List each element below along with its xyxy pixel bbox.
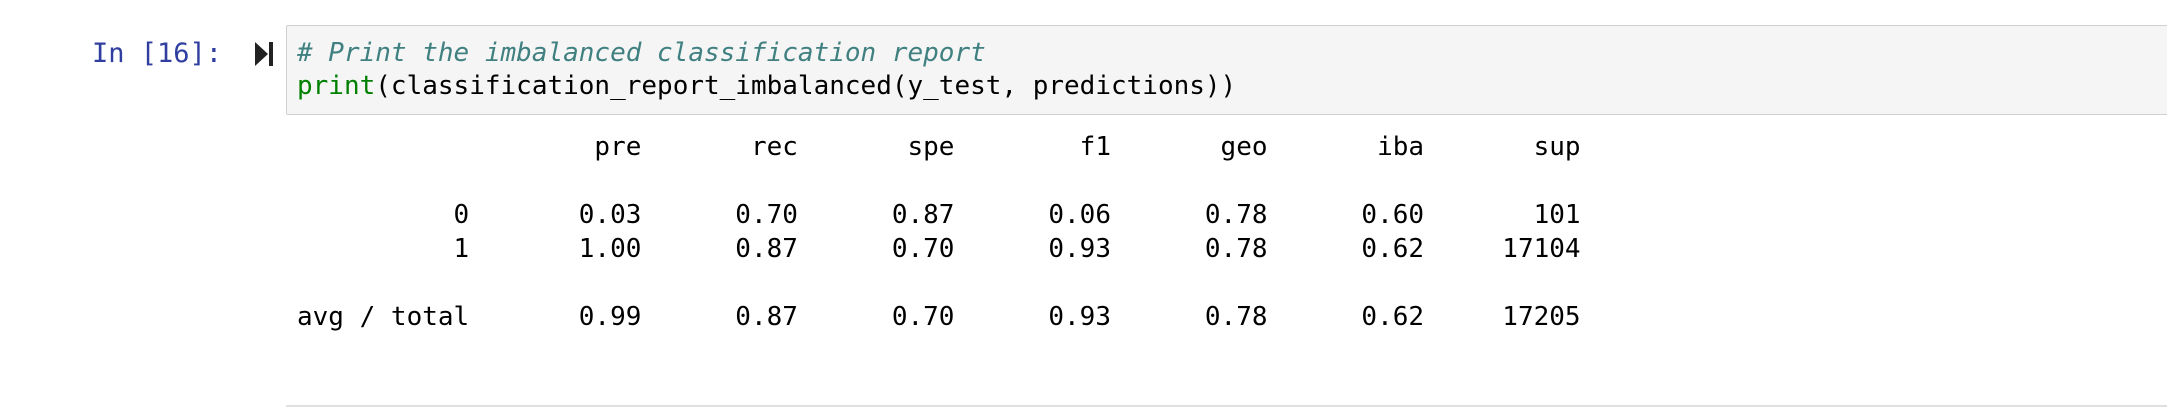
next-cell-border [286,405,2167,407]
output-line-class-0: 0 0.03 0.70 0.87 0.06 0.78 0.60 101 [297,200,1581,230]
run-cell-icon[interactable] [254,40,274,68]
code-line-2: print(classification_report_imbalanced(y… [297,69,1236,103]
code-comment: # Print the imbalanced classification re… [297,38,986,68]
output-line-header: pre rec spe f1 geo iba sup [297,132,1581,162]
code-call: (classification_report_imbalanced(y_test… [375,71,1237,101]
code-line-1: # Print the imbalanced classification re… [297,36,986,70]
code-cell-input[interactable]: # Print the imbalanced classification re… [286,25,2167,115]
output-line-total: avg / total 0.99 0.87 0.70 0.93 0.78 0.6… [297,302,1581,332]
code-builtin-print: print [297,71,376,101]
cell-output: pre rec spe f1 geo iba sup 0 0.03 0.70 0… [297,130,1797,350]
output-line-class-1: 1 1.00 0.87 0.70 0.93 0.78 0.62 17104 [297,234,1581,264]
output-text: pre rec spe f1 geo iba sup 0 0.03 0.70 0… [297,130,1797,334]
cell-prompt: In [16]: [92,38,223,69]
